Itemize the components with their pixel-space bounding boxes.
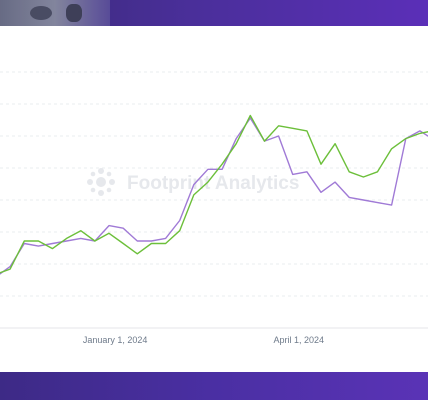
footprint-logo-icon bbox=[87, 168, 115, 196]
series-group bbox=[0, 114, 428, 275]
x-tick-label: January 1, 2024 bbox=[83, 335, 148, 345]
series-line-1 bbox=[0, 117, 428, 275]
x-axis: January 1, 2024 April 1, 2024 bbox=[83, 335, 324, 345]
top-banner bbox=[0, 0, 428, 26]
watermark-text: Footprint Analytics bbox=[127, 173, 299, 194]
grid bbox=[0, 71, 428, 329]
bottom-banner bbox=[0, 372, 428, 400]
x-tick-label: April 1, 2024 bbox=[274, 335, 325, 345]
banner-photo bbox=[0, 0, 110, 26]
series-line-2 bbox=[0, 114, 428, 274]
chart-card: Footprint Analytics January 1, 2024 April… bbox=[0, 26, 428, 372]
watermark: Footprint Analytics bbox=[87, 168, 299, 196]
line-chart: Footprint Analytics January 1, 2024 April… bbox=[0, 71, 428, 345]
